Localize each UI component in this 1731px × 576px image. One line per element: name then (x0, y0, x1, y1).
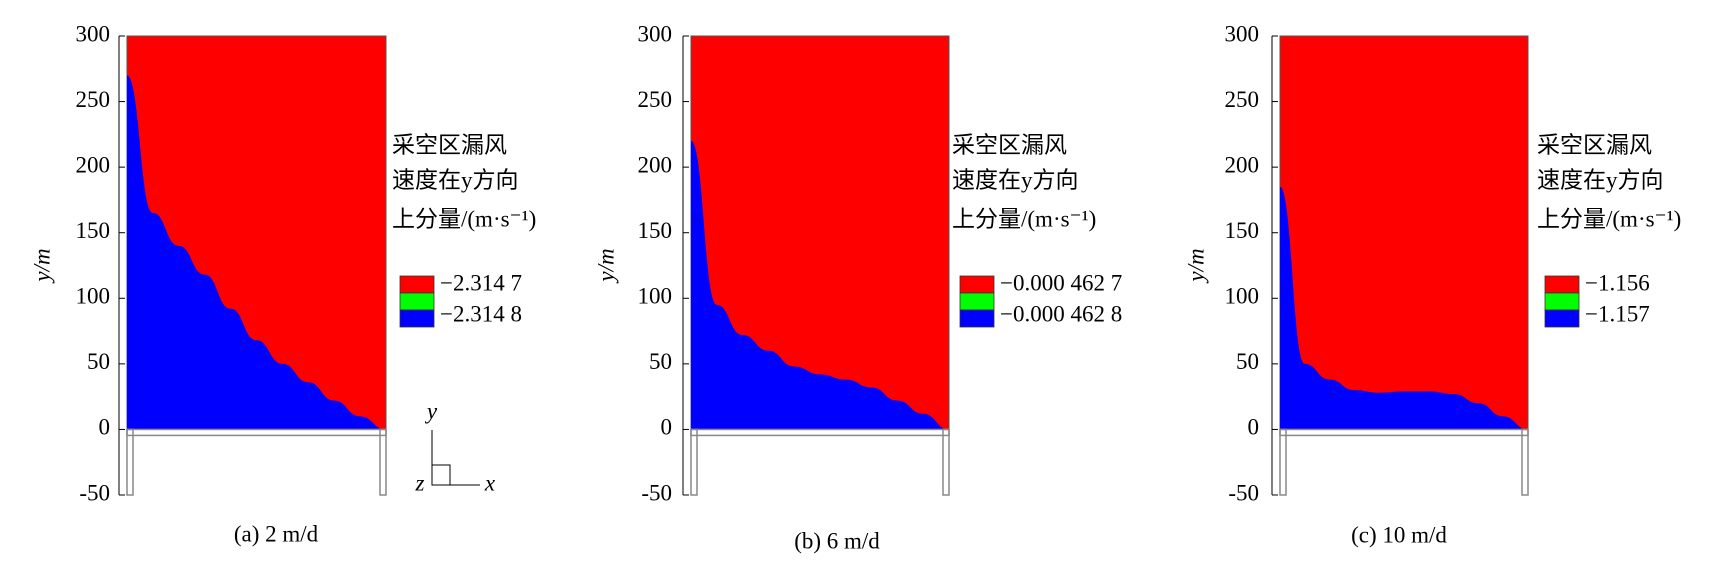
y-tick-label: 150 (1225, 218, 1260, 243)
y-tick-label: 150 (638, 218, 673, 243)
y-axis-label: y/m (1183, 248, 1208, 283)
y-tick-label: 0 (99, 415, 111, 440)
legend-label: −1.157 (1585, 301, 1650, 326)
y-tick-label: 250 (76, 87, 111, 112)
y-tick-label: 100 (1225, 284, 1260, 309)
y-tick-label: 300 (638, 21, 673, 46)
legend-title: 上分量/(m·s⁻¹) (952, 206, 1096, 231)
legend-swatch (959, 309, 995, 328)
y-tick-label: 250 (1225, 87, 1260, 112)
legend-label: −2.314 8 (440, 301, 522, 326)
y-tick-label: 150 (76, 218, 111, 243)
legend-title: 采空区漏风 (952, 132, 1067, 157)
legend-title: 上分量/(m·s⁻¹) (1537, 206, 1681, 231)
y-tick-label: 50 (649, 349, 672, 374)
y-tick-label: 0 (1248, 415, 1260, 440)
triad-label: y (425, 398, 438, 423)
legend-title: 速度在y方向 (952, 167, 1079, 192)
base-leg (690, 428, 698, 496)
triad-label: x (484, 470, 496, 495)
legend-swatch (399, 292, 435, 311)
legend-title: 采空区漏风 (392, 132, 507, 157)
base-leg (126, 428, 134, 496)
base-leg (1521, 428, 1529, 496)
legend-swatch (399, 275, 435, 294)
legend-swatch (1544, 292, 1580, 311)
legend-title: 速度在y方向 (1537, 167, 1664, 192)
legend-label: −1.156 (1585, 270, 1650, 295)
legend-swatch (959, 275, 995, 294)
triad-label: z (415, 470, 425, 495)
legend-label: −2.314 7 (440, 270, 522, 295)
y-tick-label: 300 (1225, 21, 1260, 46)
boundary-area (691, 140, 949, 430)
legend-label: −0.000 462 7 (1000, 270, 1122, 295)
y-axis-label: y/m (29, 248, 54, 283)
boundary-area (127, 75, 386, 430)
y-tick-label: 50 (1236, 349, 1259, 374)
base-leg (379, 428, 387, 496)
y-axis-label: y/m (593, 248, 618, 283)
field-region (1279, 35, 1529, 430)
legend-swatch (1544, 275, 1580, 294)
boundary-area (1280, 186, 1528, 430)
y-tick-label: 300 (76, 21, 111, 46)
triad-box (431, 464, 451, 486)
y-tick-label: 0 (661, 415, 673, 440)
legend-swatch (399, 309, 435, 328)
base-leg (1279, 428, 1287, 496)
legend-title: 上分量/(m·s⁻¹) (392, 206, 536, 231)
base-strip (690, 428, 950, 437)
y-tick-label: 200 (638, 152, 673, 177)
caption: (c) 10 m/d (1351, 522, 1447, 547)
base-strip (126, 428, 387, 437)
y-tick-label: 100 (76, 284, 111, 309)
legend-swatch (959, 292, 995, 311)
legend-title: 采空区漏风 (1537, 132, 1652, 157)
caption: (b) 6 m/d (794, 528, 880, 553)
caption: (a) 2 m/d (234, 521, 319, 546)
y-tick-label: -50 (1228, 480, 1259, 505)
y-tick-label: -50 (641, 480, 672, 505)
y-tick-label: 200 (1225, 152, 1260, 177)
legend-title: 速度在y方向 (392, 167, 519, 192)
y-tick-label: -50 (79, 480, 110, 505)
y-tick-label: 50 (87, 349, 110, 374)
base-strip (1279, 428, 1529, 437)
y-tick-label: 100 (638, 284, 673, 309)
y-tick-label: 250 (638, 87, 673, 112)
y-tick-label: 200 (76, 152, 111, 177)
base-leg (942, 428, 950, 496)
legend-label: −0.000 462 8 (1000, 301, 1122, 326)
legend-swatch (1544, 309, 1580, 328)
